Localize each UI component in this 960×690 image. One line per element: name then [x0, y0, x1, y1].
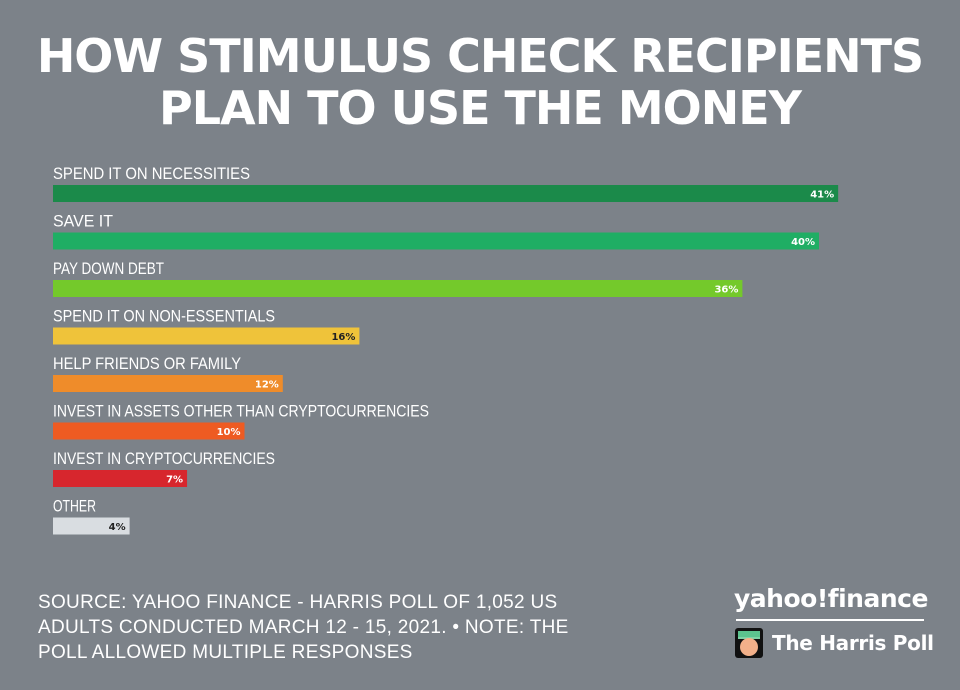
category-label-pay-down-debt: PAY DOWN DEBT — [53, 259, 164, 278]
harris-poll-text: The Harris Poll — [772, 631, 934, 655]
bar-other — [53, 517, 130, 535]
value-label-spend-it-on-necessities: 41% — [810, 190, 834, 201]
harris-poll-face-icon — [734, 627, 764, 659]
bar-invest-in-cryptocurrencies — [53, 470, 188, 487]
category-label-other: OTHER — [53, 497, 96, 516]
value-label-invest-in-assets-other-than-cryptocurrencies: 10% — [217, 427, 241, 438]
source-line-3: POLL ALLOWED MULTIPLE RESPONSES — [38, 642, 413, 663]
logo-divider — [736, 619, 924, 621]
bar-help-friends-or-family — [53, 375, 283, 392]
value-label-save-it: 40% — [791, 237, 815, 248]
chart-title-line-2: PLAN TO USE THE MONEY — [159, 81, 802, 135]
value-label-pay-down-debt: 36% — [714, 285, 738, 296]
category-label-spend-it-on-necessities: SPEND IT ON NECESSITIES — [53, 164, 250, 183]
value-label-spend-it-on-non-essentials: 16% — [331, 332, 355, 343]
harris-poll-logo: The Harris Poll — [734, 626, 934, 660]
source-note: SOURCE: YAHOO FINANCE - HARRIS POLL OF 1… — [38, 590, 578, 665]
value-label-invest-in-cryptocurrencies: 7% — [166, 475, 183, 486]
bar-pay-down-debt — [53, 280, 743, 297]
bar-spend-it-on-necessities — [53, 185, 839, 202]
value-label-other: 4% — [109, 522, 126, 533]
bar-save-it — [53, 232, 819, 250]
category-label-invest-in-cryptocurrencies: INVEST IN CRYPTOCURRENCIES — [53, 449, 275, 468]
category-label-save-it: SAVE IT — [53, 212, 113, 231]
category-label-spend-it-on-non-essentials: SPEND IT ON NON-ESSENTIALS — [53, 307, 275, 326]
bar-spend-it-on-non-essentials — [53, 327, 360, 345]
source-line-1: SOURCE: YAHOO FINANCE - HARRIS POLL OF 1… — [38, 592, 558, 613]
bar-invest-in-assets-other-than-cryptocurrencies — [53, 422, 245, 440]
bar-chart: SPEND IT ON NECESSITIES 41% SAVE IT 40% PAY … — [53, 164, 839, 535]
category-label-invest-in-assets-other-than-cryptocurrencies: INVEST IN ASSETS OTHER THAN CRYPTOCURREN… — [53, 402, 429, 421]
source-line-2: ADULTS CONDUCTED MARCH 12 - 15, 2021. • … — [38, 617, 569, 638]
yahoo-finance-logo: yahoo!finance — [734, 584, 928, 613]
category-label-help-friends-or-family: HELP FRIENDS OR FAMILY — [53, 354, 241, 373]
value-label-help-friends-or-family: 12% — [255, 380, 279, 391]
chart-title: HOW STIMULUS CHECK RECIPIENTS PLAN TO US… — [0, 30, 960, 134]
chart-title-line-1: HOW STIMULUS CHECK RECIPIENTS — [36, 29, 924, 83]
